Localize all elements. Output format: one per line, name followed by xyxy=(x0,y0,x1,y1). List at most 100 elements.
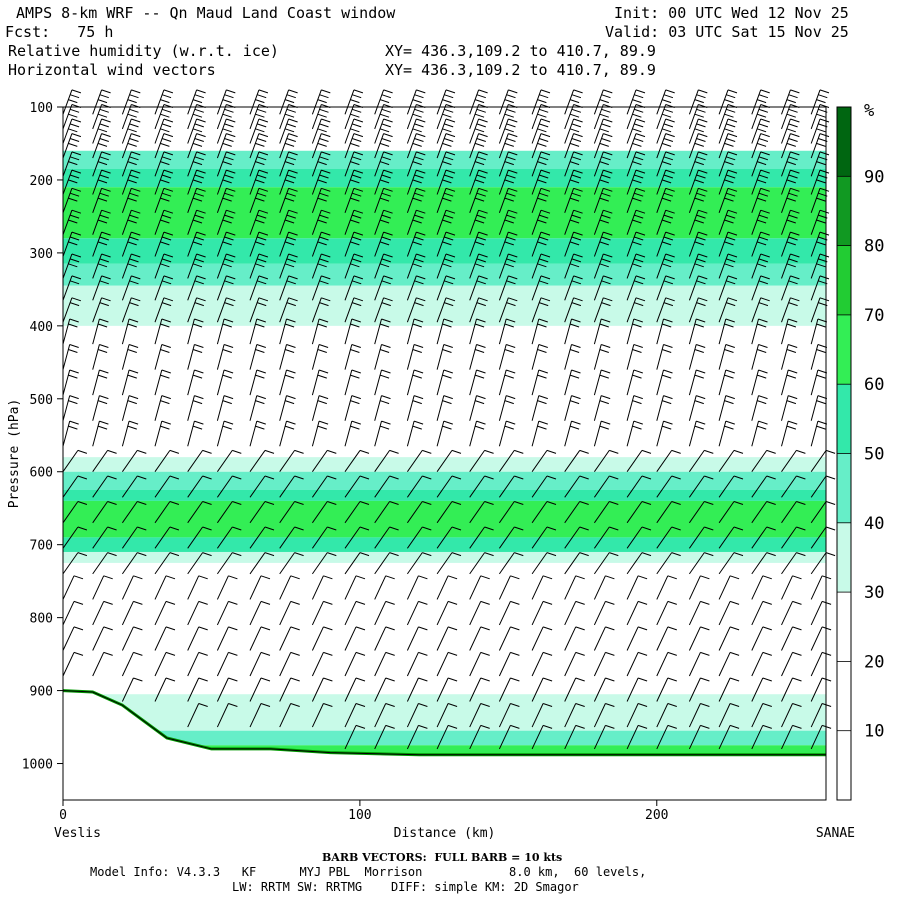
wind-barb xyxy=(593,552,619,575)
wind-barb xyxy=(374,89,393,115)
wind-barb xyxy=(374,449,399,472)
wind-barb xyxy=(374,420,391,447)
y-tick-label: 300 xyxy=(30,247,53,262)
wind-barb xyxy=(718,118,738,144)
wind-barb xyxy=(718,449,744,472)
wind-barb xyxy=(121,187,141,213)
wind-barb xyxy=(374,151,393,177)
wind-barb xyxy=(531,169,551,195)
wind-barb xyxy=(406,600,428,626)
wind-barb xyxy=(154,297,174,323)
chart-title: AMPS 8-km WRF -- Qn Maud Land Coast wind… xyxy=(16,4,396,22)
wind-barb xyxy=(344,552,370,575)
wind-barb xyxy=(531,89,551,115)
wind-barb xyxy=(311,104,331,130)
wind-barb xyxy=(781,318,798,345)
wind-barb xyxy=(688,169,708,195)
wind-barb xyxy=(751,209,770,235)
wind-barb xyxy=(531,475,557,498)
wind-barb xyxy=(593,369,611,396)
wind-barb xyxy=(92,651,113,677)
wind-barb xyxy=(781,151,800,177)
wind-barb xyxy=(626,501,652,524)
wind-barb xyxy=(718,575,740,600)
wind-barb xyxy=(279,253,298,279)
wind-barb xyxy=(311,395,329,421)
wind-barb xyxy=(121,575,143,600)
wind-barb xyxy=(626,89,646,115)
physics-info: LW: RRTM SW: RRTMG DIFF: simple KM: 2D S… xyxy=(232,880,579,894)
wind-barb xyxy=(121,395,139,421)
wind-barb xyxy=(62,575,84,600)
wind-barb xyxy=(436,133,456,159)
wind-barb xyxy=(62,231,82,257)
wind-barb xyxy=(344,501,370,524)
wind-barb xyxy=(656,275,675,301)
wind-barb xyxy=(154,626,176,651)
wind-barb xyxy=(249,169,269,195)
wind-barb xyxy=(593,253,613,279)
wind-barb xyxy=(593,626,615,651)
wind-barb xyxy=(688,318,706,345)
wind-barb xyxy=(781,575,802,600)
wind-barb xyxy=(154,253,174,279)
wind-barb xyxy=(406,231,426,257)
wind-barb xyxy=(92,395,109,421)
wind-barb xyxy=(498,104,518,130)
wind-barb xyxy=(311,169,331,195)
wind-barb xyxy=(436,724,458,750)
wind-barb xyxy=(469,575,490,600)
wind-barb xyxy=(311,703,333,728)
colorbar-segment xyxy=(837,176,851,246)
wind-barb xyxy=(718,231,738,257)
field-label-rh: Relative humidity (w.r.t. ice) xyxy=(8,42,279,60)
wind-barb xyxy=(406,297,426,323)
wind-barb xyxy=(154,526,180,549)
wind-barb xyxy=(656,297,675,323)
wind-barb xyxy=(564,104,583,130)
wind-barb xyxy=(374,526,399,549)
wind-barb xyxy=(344,133,364,159)
wind-barb xyxy=(626,104,646,130)
colorbar-label: 80 xyxy=(864,237,884,257)
wind-barb xyxy=(718,169,738,195)
wind-barb xyxy=(564,526,589,549)
wind-barb xyxy=(626,449,652,472)
wind-barb xyxy=(564,209,583,235)
wind-barb xyxy=(436,369,453,396)
wind-barb xyxy=(781,297,800,323)
wind-barb xyxy=(344,344,361,370)
wind-barb xyxy=(626,231,646,257)
colorbar-label: 90 xyxy=(864,167,884,187)
wind-barb xyxy=(751,344,768,370)
wind-barb xyxy=(249,118,269,144)
wind-barb xyxy=(154,369,171,396)
wind-barb xyxy=(62,169,82,195)
wind-barb xyxy=(593,600,615,626)
wind-barb xyxy=(344,724,366,750)
wind-barb xyxy=(216,89,236,115)
wind-barb xyxy=(718,677,740,702)
wind-barb xyxy=(688,651,710,677)
wind-barb xyxy=(436,677,458,702)
wind-barb xyxy=(374,169,393,195)
wind-barb xyxy=(121,253,141,279)
y-tick-label: 100 xyxy=(30,101,53,116)
wind-barb xyxy=(374,187,393,213)
wind-barb xyxy=(187,118,206,144)
wind-barb xyxy=(406,104,426,130)
wind-barb xyxy=(656,501,681,524)
wind-barb xyxy=(436,703,458,728)
wind-barbs xyxy=(62,89,836,750)
wind-barb xyxy=(626,552,652,575)
wind-barb xyxy=(531,118,551,144)
wind-barb xyxy=(718,420,735,447)
wind-barb xyxy=(216,552,242,575)
wind-barb xyxy=(498,169,518,195)
wind-barb xyxy=(121,231,141,257)
wind-barb xyxy=(751,575,772,600)
wind-barb xyxy=(688,526,714,549)
wind-barb xyxy=(311,369,329,396)
wind-barb xyxy=(810,626,832,651)
wind-barb xyxy=(216,526,242,549)
